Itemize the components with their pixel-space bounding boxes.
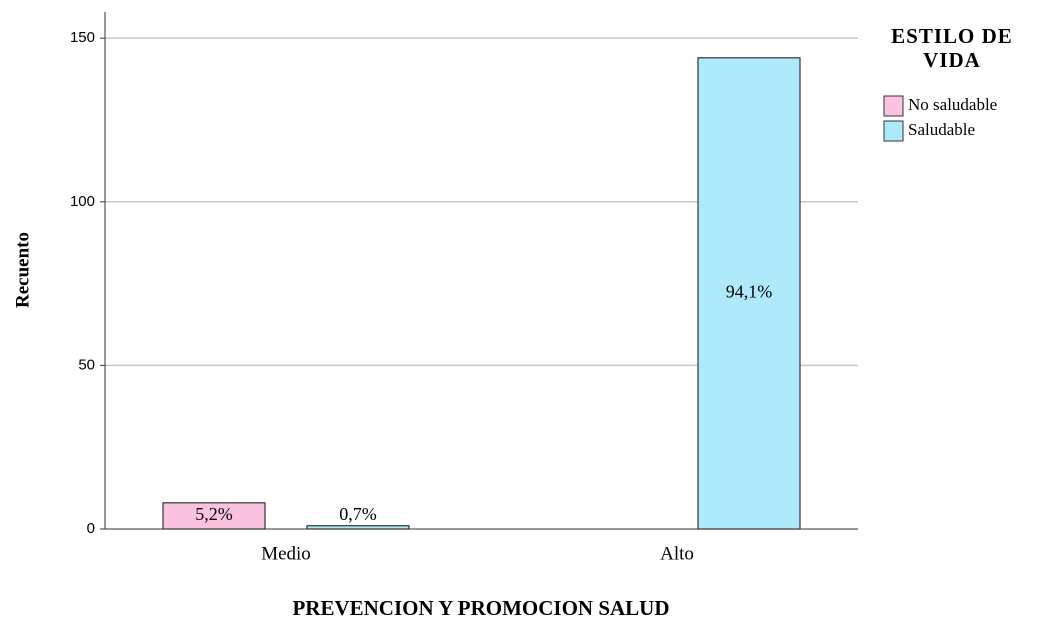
y-axis-title: Recuento — [12, 232, 33, 308]
bar — [162, 502, 266, 530]
legend-label: No saludable — [908, 95, 997, 114]
data-label: 0,7% — [339, 504, 377, 524]
legend-title: ESTILO DE VIDA — [891, 24, 1013, 72]
legend-label: Saludable — [908, 120, 975, 139]
x-tick-label: Alto — [660, 543, 694, 564]
legend-swatch — [883, 95, 904, 117]
y-tick-label: 50 — [78, 356, 95, 373]
y-tick-label: 0 — [87, 520, 95, 537]
bar — [697, 57, 801, 530]
bar — [306, 525, 410, 530]
y-tick-label: 100 — [70, 193, 95, 210]
legend-swatch — [883, 120, 904, 142]
x-tick-label: Medio — [261, 543, 311, 564]
x-axis-title: PREVENCION Y PROMOCION SALUD — [292, 596, 669, 620]
data-label: 5,2% — [195, 504, 233, 524]
data-label: 94,1% — [726, 282, 773, 302]
y-tick-label: 150 — [70, 29, 95, 46]
